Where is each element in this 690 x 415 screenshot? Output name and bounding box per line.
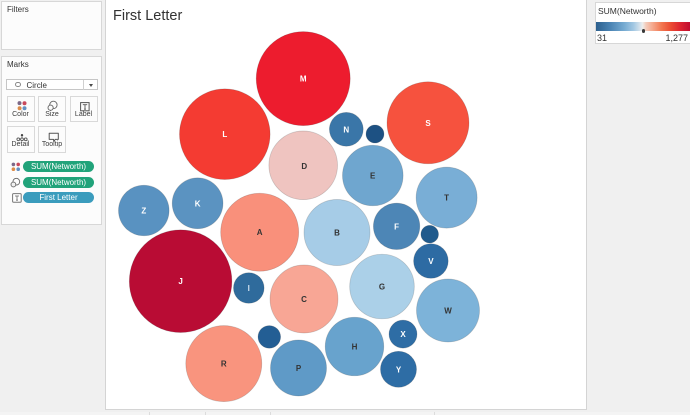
- svg-text:J: J: [178, 277, 182, 286]
- svg-text:F: F: [394, 222, 399, 231]
- svg-text:H: H: [352, 343, 358, 352]
- svg-text:I: I: [248, 284, 250, 293]
- svg-text:W: W: [444, 307, 452, 316]
- svg-text:Z: Z: [141, 207, 146, 216]
- svg-text:L: L: [222, 130, 227, 139]
- svg-text:D: D: [301, 162, 307, 171]
- svg-text:G: G: [379, 283, 385, 292]
- svg-text:B: B: [334, 229, 340, 238]
- svg-text:N: N: [343, 126, 349, 135]
- svg-text:M: M: [300, 75, 307, 84]
- svg-text:S: S: [425, 119, 431, 128]
- svg-text:E: E: [370, 172, 376, 181]
- svg-text:K: K: [195, 199, 201, 208]
- svg-text:V: V: [428, 257, 434, 266]
- svg-text:A: A: [257, 228, 263, 237]
- svg-text:R: R: [221, 360, 227, 369]
- svg-text:T: T: [444, 194, 449, 203]
- svg-text:Y: Y: [396, 365, 402, 374]
- svg-text:P: P: [296, 364, 302, 373]
- svg-text:X: X: [400, 330, 406, 339]
- svg-text:C: C: [301, 295, 307, 304]
